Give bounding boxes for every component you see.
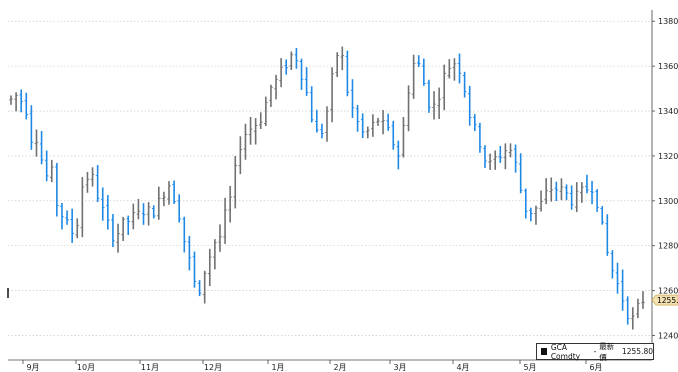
- last-price-tag-text: 1255.8: [657, 296, 678, 305]
- x-tick-label: 1月: [271, 363, 284, 372]
- x-tick-label: 2月: [333, 363, 346, 372]
- y-tick-label: 1320: [658, 152, 678, 161]
- x-tick-label: 5月: [523, 363, 536, 372]
- y-tick-label: 1300: [658, 197, 678, 206]
- y-tick-label: 1260: [658, 287, 678, 296]
- x-tick-label: 11月: [141, 363, 159, 372]
- legend-label: 最新價: [599, 341, 615, 362]
- y-axis-ticks: 1240 1260 1280 1300 1320 1340 1360 1380: [652, 17, 678, 341]
- y-tick-label: 1280: [658, 242, 678, 251]
- x-tick-label: 9月: [26, 363, 39, 372]
- x-tick-label: 12月: [204, 363, 222, 372]
- ohlc-bars: [9, 46, 645, 330]
- x-tick-label: 4月: [456, 363, 469, 372]
- last-price-tag: 1255.8: [651, 294, 678, 306]
- legend-separator: -: [593, 347, 597, 356]
- y-tick-label: 1240: [658, 332, 678, 341]
- x-tick-label: 10月: [77, 363, 95, 372]
- x-tick-label: 6月: [589, 363, 602, 372]
- x-axis-ticks: 9月 10月 11月 12月 1月 2月 3月 4月 5月 6月: [22, 360, 603, 372]
- legend-ticker: GCA Comdty: [550, 342, 581, 361]
- y-tick-label: 1340: [658, 107, 678, 116]
- x-tick-label: 3月: [393, 363, 406, 372]
- y-tick-label: 1380: [658, 17, 678, 26]
- legend-value: 1255.80: [621, 347, 653, 356]
- y-tick-label: 1360: [658, 62, 678, 71]
- legend-swatch: [541, 348, 547, 355]
- legend: GCA Comdty - 最新價 1255.80: [536, 341, 654, 362]
- grid-lines: [8, 20, 652, 336]
